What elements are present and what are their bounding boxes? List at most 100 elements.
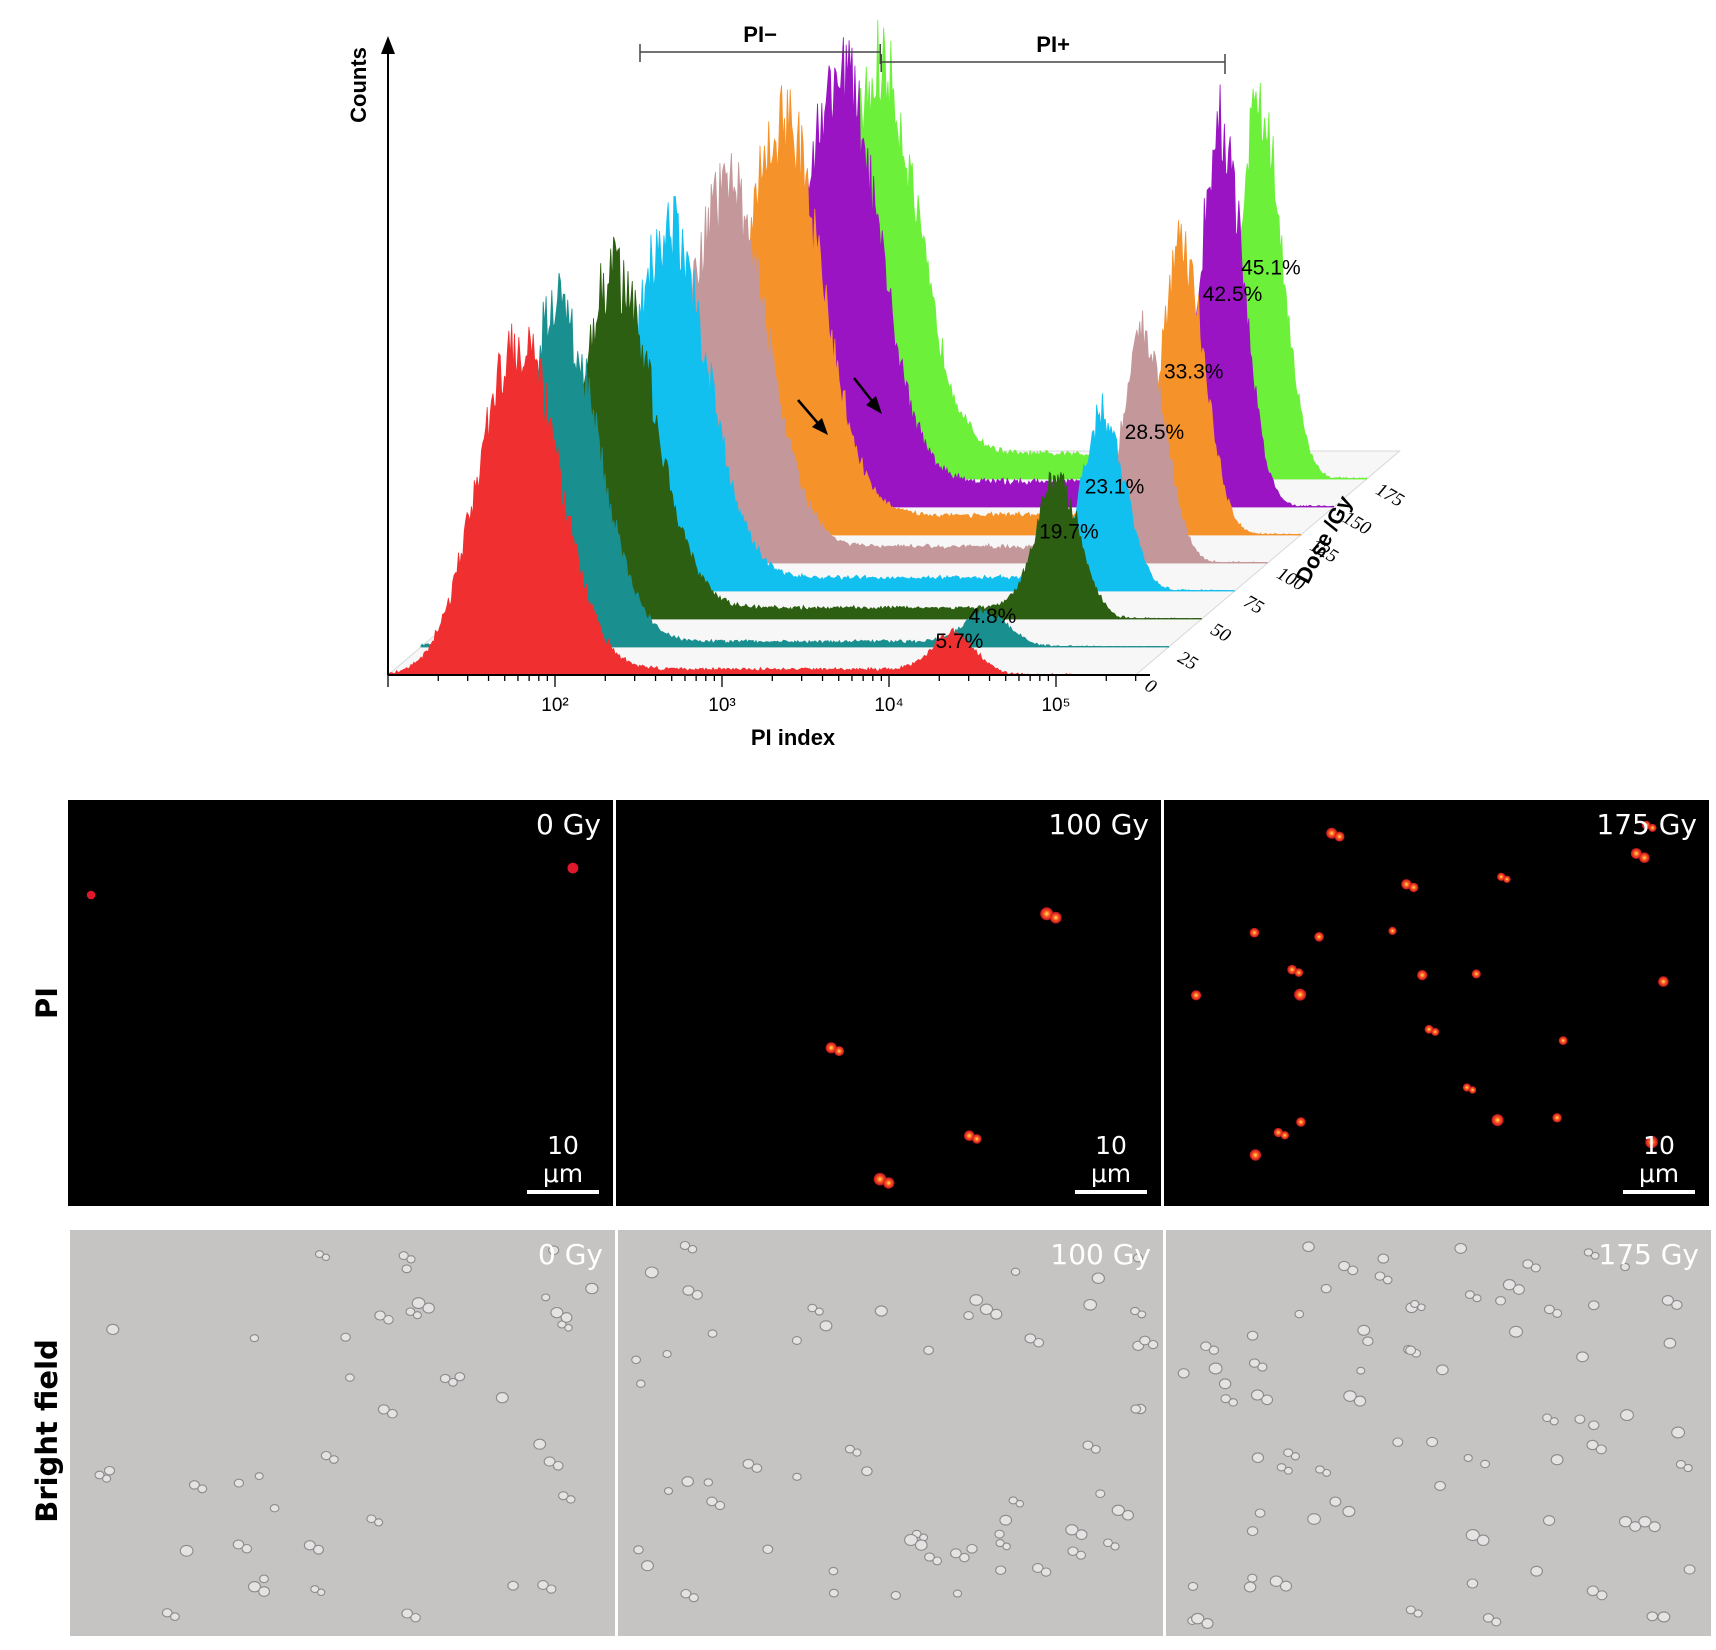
- yeast-cell: [321, 1253, 331, 1262]
- yeast-cell: [1543, 1304, 1555, 1315]
- yeast-cell: [546, 1584, 557, 1594]
- yeast-cell: [852, 1448, 862, 1457]
- yeast-cell: [994, 1529, 1005, 1539]
- yeast-cell: [1683, 1463, 1693, 1473]
- x-tick-label: 10⁵: [1041, 695, 1070, 716]
- yeast-cell: [1392, 1437, 1404, 1447]
- yeast-cell: [1075, 1529, 1088, 1540]
- yeast-cell: [1413, 1609, 1423, 1618]
- pi-stained-cell: [834, 1046, 845, 1057]
- yeast-cell: [94, 1470, 105, 1480]
- bf-panel-100gy: 100 Gy: [618, 1230, 1163, 1636]
- yeast-cell: [1338, 1260, 1351, 1272]
- pi-stained-cell: [1641, 820, 1651, 830]
- yeast-cell: [313, 1544, 324, 1555]
- yeast-cell: [1208, 1345, 1220, 1355]
- row-label-bright-field: Bright field: [22, 1228, 72, 1634]
- x-ticks: 10² 10³ 10⁴ 10⁵: [387, 675, 1137, 716]
- yeast-cell: [401, 1608, 414, 1619]
- yeast-cell: [688, 1593, 699, 1603]
- yeast-cell: [448, 1377, 458, 1387]
- yeast-cell: [680, 1588, 692, 1599]
- yeast-cell: [1315, 1465, 1325, 1474]
- pi-positive-percent-label: 33.3%: [1164, 361, 1224, 384]
- yeast-cell: [1246, 1526, 1259, 1537]
- yeast-cell: [1343, 1390, 1357, 1402]
- yeast-cell: [1683, 1564, 1696, 1575]
- pi-positive-percent-label: 42.5%: [1203, 283, 1263, 306]
- yeast-cell: [410, 1612, 421, 1623]
- pi-stained-cell: [567, 862, 579, 874]
- yeast-cell: [1405, 1345, 1417, 1356]
- yeast-cell: [548, 1245, 560, 1256]
- yeast-cell: [303, 1540, 316, 1551]
- yeast-cell: [1347, 1265, 1359, 1276]
- yeast-cell: [398, 1251, 409, 1261]
- yeast-cell: [1002, 1542, 1011, 1551]
- annotation-arrowhead: [866, 396, 882, 414]
- yeast-cell: [959, 1552, 970, 1563]
- yeast-cell: [631, 1355, 642, 1365]
- yeast-cell: [1218, 1378, 1232, 1390]
- pi-cells-100gy: [825, 907, 1062, 1189]
- pi-stained-cell: [1468, 1086, 1477, 1094]
- yeast-cell: [1283, 1466, 1293, 1475]
- yeast-cell: [1137, 1310, 1147, 1319]
- yeast-cell: [963, 1311, 974, 1321]
- dose-tick-label: 75: [1240, 591, 1267, 619]
- yeast-cell: [1463, 1453, 1473, 1463]
- yeast-cell: [844, 1444, 855, 1454]
- yeast-cell: [1290, 1452, 1300, 1461]
- pi-stained-cell: [1558, 1036, 1568, 1045]
- yeast-cell: [1177, 1368, 1190, 1379]
- yeast-cell: [179, 1544, 194, 1557]
- yeast-cell: [1251, 1452, 1265, 1464]
- pi-stained-cell: [1287, 964, 1297, 975]
- yeast-cell: [1491, 1617, 1502, 1627]
- x-axis-title: PI index: [751, 725, 836, 750]
- yeast-cell: [1294, 1309, 1305, 1319]
- pi-stained-cell: [1249, 927, 1260, 938]
- yeast-cell: [663, 1487, 674, 1495]
- yeast-cell: [1208, 1362, 1223, 1375]
- yeast-cell: [383, 1314, 394, 1325]
- yeast-cell: [269, 1504, 280, 1513]
- yeast-cell: [1279, 1580, 1293, 1592]
- pi-stained-cell: [1050, 911, 1062, 924]
- yeast-cell: [537, 1580, 549, 1590]
- yeast-cell: [1549, 1417, 1559, 1426]
- yeast-cell: [422, 1302, 435, 1314]
- pi-stained-cell: [1645, 1135, 1658, 1149]
- yeast-cell: [691, 1289, 703, 1300]
- pi-dose-label: 175 Gy: [1596, 808, 1697, 841]
- yeast-cell: [1374, 1271, 1386, 1281]
- yeast-cell: [1512, 1284, 1525, 1295]
- yeast-cell: [1618, 1516, 1633, 1528]
- dose-tick-label: 25: [1174, 647, 1201, 675]
- yeast-cell: [1550, 1454, 1564, 1466]
- yeast-cell: [1671, 1299, 1683, 1310]
- yeast-cell: [1243, 1581, 1257, 1593]
- yeast-cell: [1090, 1444, 1101, 1454]
- yeast-cell: [1187, 1581, 1199, 1591]
- yeast-cell: [636, 1379, 646, 1388]
- yeast-cell: [1542, 1515, 1556, 1526]
- yeast-cell: [1638, 1516, 1652, 1528]
- yeast-cell: [1302, 1241, 1315, 1253]
- yeast-cell: [714, 1500, 726, 1511]
- yeast-cell: [241, 1543, 253, 1554]
- yeast-cell: [1583, 1248, 1594, 1257]
- yeast-cell: [1276, 1463, 1287, 1472]
- yeast-cell: [247, 1581, 262, 1593]
- yeast-cell: [1342, 1505, 1356, 1518]
- yeast-cell: [406, 1255, 416, 1264]
- yeast-cell: [585, 1282, 599, 1295]
- pi-positive-percent-label: 28.5%: [1125, 421, 1185, 444]
- annotation-arrowhead: [812, 418, 828, 435]
- pi-flow-cytometry-histogram: Counts PI index Dose /Gy 10² 10³ 10⁴ 10⁵ PI…: [346, 19, 1407, 750]
- yeast-cell: [412, 1311, 422, 1320]
- dose-tick-label: 0: [1141, 675, 1160, 698]
- pi-stained-cell: [1424, 1024, 1434, 1034]
- yeast-cell: [950, 1548, 962, 1559]
- yeast-cell: [687, 1244, 698, 1254]
